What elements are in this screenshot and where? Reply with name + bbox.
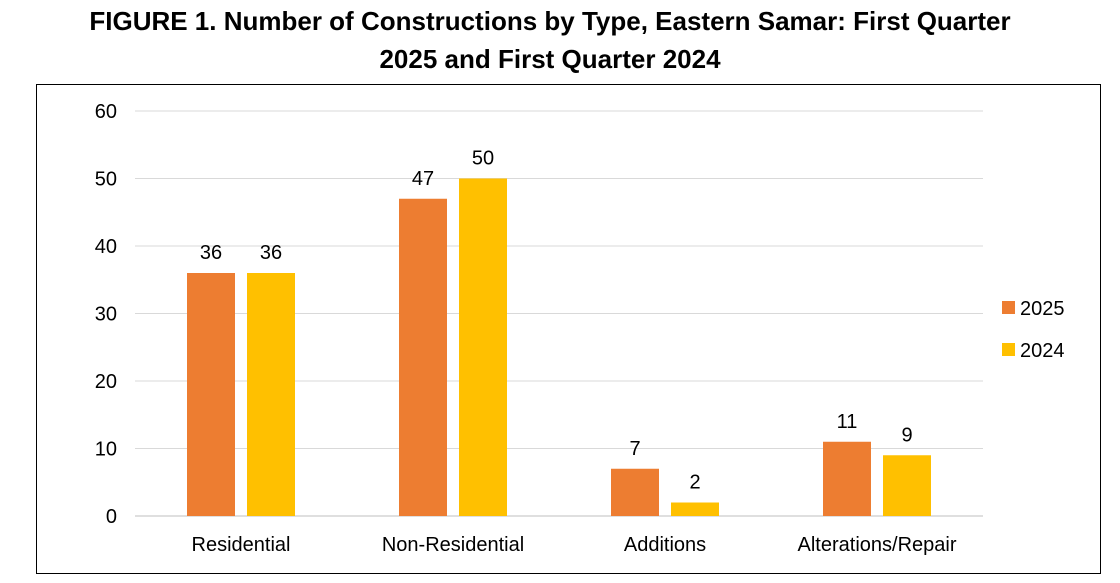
bar	[187, 273, 235, 516]
legend-label: 2024	[1020, 340, 1065, 362]
y-tick-label: 0	[106, 506, 117, 528]
bar	[247, 273, 295, 516]
chart-title-line-1: FIGURE 1. Number of Constructions by Typ…	[89, 6, 1011, 36]
x-axis: Residential Non-Residential Additions Alter…	[192, 534, 957, 556]
data-label: 2	[689, 472, 700, 494]
bar	[671, 502, 719, 516]
y-tick-label: 50	[95, 169, 117, 191]
legend-swatch	[1002, 301, 1015, 314]
y-tick-label: 20	[95, 371, 117, 393]
y-tick-label: 30	[95, 304, 117, 326]
bars	[187, 178, 931, 516]
data-label: 11	[837, 411, 858, 433]
y-tick-label: 40	[95, 236, 117, 258]
data-label: 36	[200, 242, 222, 264]
data-label: 9	[901, 424, 912, 446]
data-label: 50	[472, 148, 494, 170]
x-tick-label: Non-Residential	[382, 534, 524, 556]
x-tick-label: Residential	[192, 534, 291, 556]
y-tick-label: 10	[95, 439, 117, 461]
bar	[611, 468, 659, 516]
data-label: 7	[629, 438, 640, 460]
data-labels: 36 36 47 50 7 2 11 9	[200, 148, 913, 494]
chart-title-line-2: 2025 and First Quarter 2024	[379, 44, 721, 74]
data-label: 47	[412, 168, 434, 190]
bar	[883, 455, 931, 516]
bar	[399, 198, 447, 516]
y-axis: 0 10 20 30 40 50 60	[95, 101, 117, 528]
legend-swatch	[1002, 343, 1015, 356]
legend-label: 2025	[1020, 298, 1065, 320]
x-tick-label: Additions	[624, 534, 706, 556]
data-label: 36	[260, 242, 282, 264]
x-tick-label: Alterations/Repair	[798, 534, 957, 556]
chart-title: FIGURE 1. Number of Constructions by Typ…	[0, 2, 1100, 78]
bar	[823, 441, 871, 516]
legend: 2025 2024	[1002, 298, 1065, 362]
chart-frame	[36, 84, 1101, 574]
bar	[459, 178, 507, 516]
y-tick-label: 60	[95, 101, 117, 123]
